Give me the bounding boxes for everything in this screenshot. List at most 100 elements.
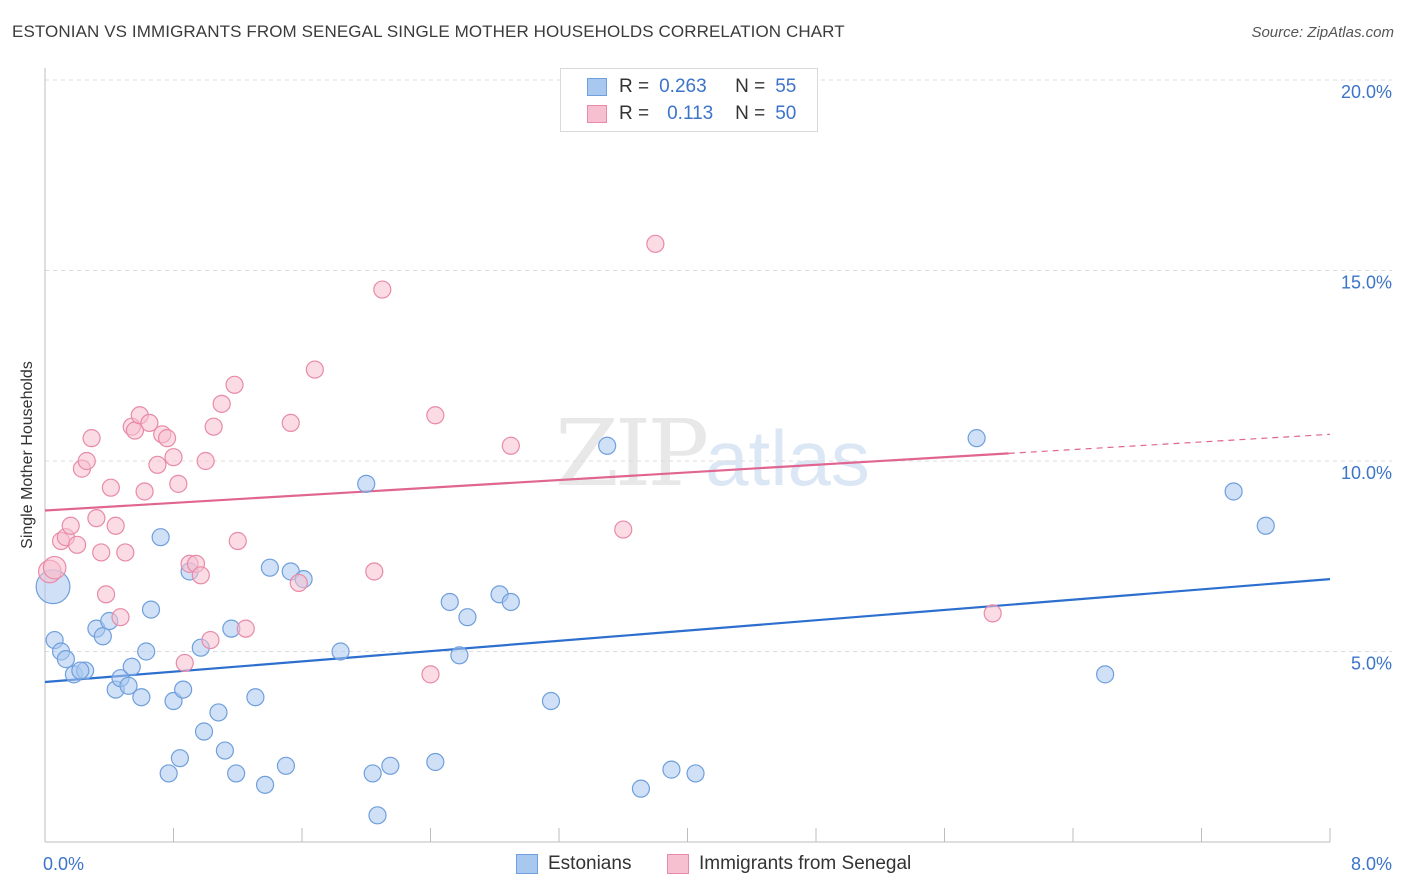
point-estonians xyxy=(194,722,214,741)
correlation-legend: R = 0.263 N = 55 R = 0.113 N = 50 xyxy=(560,68,818,132)
point-estonians xyxy=(631,779,651,798)
tick-labels: 5.0% 10.0% 15.0% 20.0% 0.0% 8.0% xyxy=(43,82,1392,874)
trend-line-senegal xyxy=(44,452,1009,512)
legend-r-value: 0.113 xyxy=(667,103,714,124)
point-senegal xyxy=(281,413,300,432)
point-estonians xyxy=(662,760,681,779)
point-senegal xyxy=(77,451,96,471)
point-senegal xyxy=(614,520,633,539)
point-senegal xyxy=(204,417,223,436)
point-estonians xyxy=(260,558,279,577)
point-estonians xyxy=(368,806,387,825)
legend-swatch-estonians xyxy=(587,78,607,96)
point-estonians xyxy=(93,627,112,646)
point-estonians xyxy=(227,764,246,783)
point-senegal xyxy=(140,413,159,432)
y-tick-label: 20.0% xyxy=(1341,82,1392,102)
point-estonians xyxy=(1096,665,1115,684)
trend-lines xyxy=(44,433,1331,684)
bottom-legend-swatch-estonians xyxy=(516,854,538,874)
point-estonians xyxy=(174,680,193,699)
bottom-legend-senegal: Immigrants from Senegal xyxy=(667,851,911,877)
point-estonians xyxy=(122,657,141,676)
point-estonians xyxy=(151,528,170,547)
point-senegal xyxy=(305,360,324,379)
point-senegal xyxy=(228,531,247,551)
legend-swatch-senegal xyxy=(587,105,607,123)
point-senegal xyxy=(116,543,135,562)
point-estonians xyxy=(357,474,376,493)
point-senegal xyxy=(135,482,154,501)
y-tick-label: 5.0% xyxy=(1351,654,1392,674)
legend-row-senegal: R = 0.113 N = 50 xyxy=(587,102,796,126)
point-senegal xyxy=(289,573,308,593)
point-senegal xyxy=(106,516,125,535)
gridlines xyxy=(45,79,1392,652)
bottom-legend-label-estonians: Estonians xyxy=(548,853,632,874)
legend-r-label: R = xyxy=(619,76,650,97)
point-senegal xyxy=(82,429,101,448)
point-estonians xyxy=(967,429,986,448)
point-senegal xyxy=(236,619,255,638)
point-senegal xyxy=(87,509,106,528)
legend-n-label: N = xyxy=(735,103,766,124)
point-estonians xyxy=(426,752,445,772)
point-estonians xyxy=(458,608,477,627)
chart-title: ESTONIAN VS IMMIGRANTS FROM SENEGAL SING… xyxy=(12,22,845,41)
point-estonians xyxy=(331,642,350,661)
legend-n-value: 55 xyxy=(775,76,797,97)
watermark: ZIPatlas xyxy=(555,400,870,507)
point-estonians xyxy=(1224,482,1243,501)
point-estonians xyxy=(276,756,296,775)
point-senegal xyxy=(169,474,188,493)
point-senegal xyxy=(111,608,130,627)
point-senegal xyxy=(373,280,392,299)
point-senegal xyxy=(191,566,210,585)
point-estonians xyxy=(363,764,382,783)
legend-row-estonians: R = 0.263 N = 55 xyxy=(587,75,796,99)
trend-line-senegal-extension xyxy=(1008,433,1331,454)
point-estonians xyxy=(71,661,90,680)
point-senegal xyxy=(646,234,665,253)
point-estonians xyxy=(598,436,617,455)
watermark-atlas: atlas xyxy=(705,414,870,502)
legend-r-value: 0.263 xyxy=(659,76,707,97)
point-senegal xyxy=(196,451,215,471)
point-senegal xyxy=(175,653,194,673)
bottom-legend-label-senegal: Immigrants from Senegal xyxy=(699,853,912,874)
axes xyxy=(44,68,1331,843)
point-estonians xyxy=(170,749,190,768)
bottom-legend-estonians: Estonians xyxy=(516,851,631,877)
x-tick-label: 0.0% xyxy=(43,854,84,874)
legend-n-label: N = xyxy=(735,76,766,97)
point-estonians xyxy=(450,646,469,665)
point-estonians xyxy=(132,688,151,707)
point-estonians xyxy=(381,756,400,775)
point-estonians xyxy=(501,592,520,612)
point-estonians xyxy=(137,642,156,661)
legend-r-label: R = xyxy=(619,103,650,124)
point-senegal xyxy=(501,436,520,455)
y-tick-label: 10.0% xyxy=(1341,463,1392,483)
bottom-legend-swatch-senegal xyxy=(667,854,689,874)
point-estonians xyxy=(1256,516,1275,535)
data-points xyxy=(35,234,1275,825)
point-estonians xyxy=(440,592,459,612)
watermark-zip: ZIP xyxy=(555,400,709,507)
trend-line-estonians xyxy=(44,578,1331,684)
y-tick-label: 15.0% xyxy=(1341,273,1392,293)
point-estonians xyxy=(686,764,705,783)
point-senegal xyxy=(157,429,177,448)
point-senegal xyxy=(983,604,1002,623)
point-senegal xyxy=(212,394,231,413)
point-estonians xyxy=(255,775,275,794)
point-senegal xyxy=(96,585,116,604)
point-senegal xyxy=(365,562,384,581)
point-senegal xyxy=(101,478,120,497)
source-label: Source: ZipAtlas.com xyxy=(1251,24,1394,41)
point-senegal xyxy=(148,455,167,474)
point-senegal xyxy=(164,448,183,467)
point-estonians xyxy=(541,691,561,711)
point-estonians xyxy=(209,703,228,722)
